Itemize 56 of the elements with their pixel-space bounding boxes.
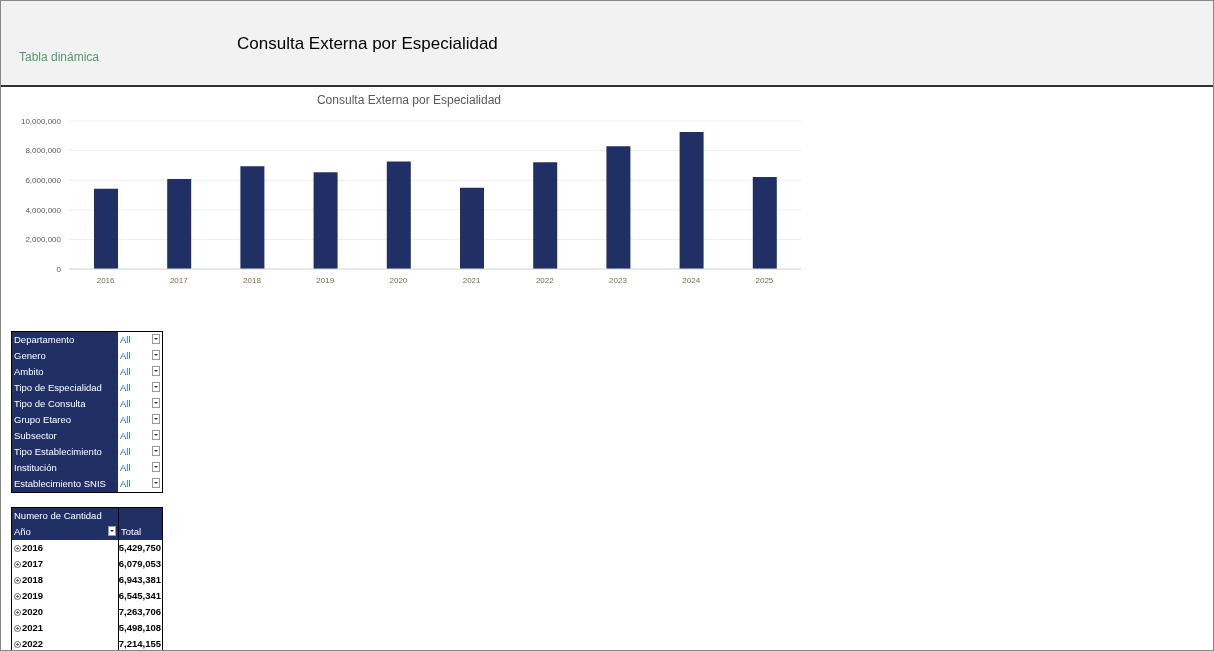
y-tick-label: 6,000,000: [25, 176, 62, 186]
x-tick-label: 2018: [243, 275, 262, 285]
x-tick-label: 2024: [682, 275, 701, 285]
text: Total: [120, 525, 143, 539]
chart-title: Consulta Externa por Especialidad: [315, 93, 503, 109]
text: Tipo Establecimiento: [13, 445, 103, 459]
text: Consulta Externa por Especialidad: [237, 34, 498, 54]
text: Tipo de Especialidad: [13, 381, 103, 395]
text: All: [118, 348, 162, 364]
text: All: [118, 396, 162, 412]
text: All: [118, 428, 162, 444]
text: Establecimiento SNIS: [13, 477, 107, 491]
text: 7,214,155: [118, 637, 162, 651]
x-tick-label: 2025: [755, 275, 774, 285]
text: Numero de Cantidad: [12, 508, 119, 524]
text: All: [118, 412, 162, 428]
x-tick-label: 2021: [462, 275, 482, 285]
text: All: [118, 460, 162, 476]
text: 2017: [12, 556, 119, 572]
x-tick-label: 2020: [389, 275, 408, 285]
x-tick-label: 2023: [609, 275, 628, 285]
text: 2021: [12, 620, 119, 636]
text: All: [118, 364, 162, 380]
text: 2018: [12, 572, 119, 588]
text: 5,429,750: [118, 541, 162, 555]
text: 2019: [12, 588, 119, 604]
text: 6,079,053: [118, 557, 162, 571]
y-tick-label: 2,000,000: [25, 235, 62, 245]
text: Ambito: [13, 365, 45, 379]
text: Grupo Etareo: [13, 413, 73, 427]
text: Institución: [13, 461, 58, 475]
text: 2020: [12, 604, 119, 620]
text: Subsector: [13, 429, 58, 443]
y-tick-label: 0: [56, 264, 62, 274]
text: 7,263,706: [118, 605, 162, 619]
text: Departamento: [13, 333, 76, 347]
y-tick-label: 10,000,000: [20, 116, 62, 126]
x-tick-label: 2017: [169, 275, 189, 285]
x-tick-label: 2016: [96, 275, 116, 285]
text: Tabla dinámica: [19, 50, 100, 64]
text: All: [118, 476, 162, 492]
y-tick-label: 8,000,000: [25, 146, 62, 156]
text: Genero: [13, 349, 47, 363]
text: 5,498,108: [118, 621, 162, 635]
text: 2016: [12, 540, 119, 556]
text: All: [118, 380, 162, 396]
text: 6,943,381: [118, 573, 162, 587]
y-tick-label: 4,000,000: [25, 205, 62, 215]
text: Tipo de Consulta: [13, 397, 87, 411]
text: All: [118, 332, 162, 348]
text: All: [118, 444, 162, 460]
text: Año: [12, 524, 119, 540]
x-tick-label: 2019: [316, 275, 335, 285]
text: 6,545,341: [118, 589, 162, 603]
text: 2022: [12, 636, 119, 651]
x-tick-label: 2022: [535, 275, 555, 285]
